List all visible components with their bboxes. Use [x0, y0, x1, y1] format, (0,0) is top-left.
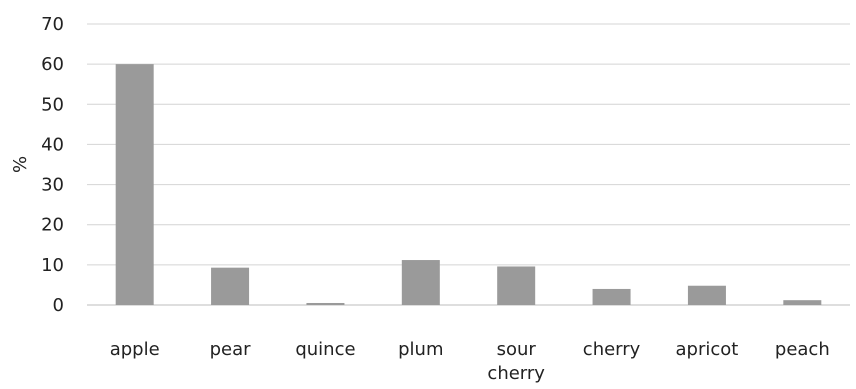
y-tick-label: 10	[41, 255, 64, 276]
x-category-label: sour cherry	[487, 339, 545, 384]
bars	[115, 64, 822, 306]
x-category-label: peach	[775, 339, 830, 360]
x-category-label: apple	[110, 339, 160, 360]
bar-quince	[306, 302, 345, 305]
y-axis-tick-labels: 0 10 20 30 40 50 60 70	[41, 14, 64, 316]
y-axis-title: %	[10, 156, 31, 173]
x-axis-category-labels: apple pear quince plum sour cherry cherry apric…	[110, 339, 830, 384]
x-category-label: plum	[398, 339, 443, 360]
y-tick-label: 50	[41, 94, 64, 115]
bar-apricot	[687, 285, 726, 305]
bar-pear	[211, 267, 250, 305]
y-tick-label: 40	[41, 134, 64, 155]
x-category-label: pear	[210, 339, 252, 360]
gridlines	[87, 23, 850, 306]
bar-sour-cherry	[497, 266, 536, 305]
bar-plum	[401, 260, 440, 305]
y-tick-label: 60	[41, 54, 64, 75]
y-tick-label: 0	[53, 295, 64, 316]
bar-peach	[783, 300, 822, 305]
x-category-label: apricot	[676, 339, 739, 360]
bar-cherry	[592, 288, 631, 305]
bar-apple	[115, 64, 154, 306]
y-tick-label: 30	[41, 175, 64, 196]
x-category-label: quince	[295, 339, 355, 360]
x-category-label: cherry	[583, 339, 641, 360]
y-tick-label: 20	[41, 215, 64, 236]
y-tick-label: 70	[41, 14, 64, 35]
